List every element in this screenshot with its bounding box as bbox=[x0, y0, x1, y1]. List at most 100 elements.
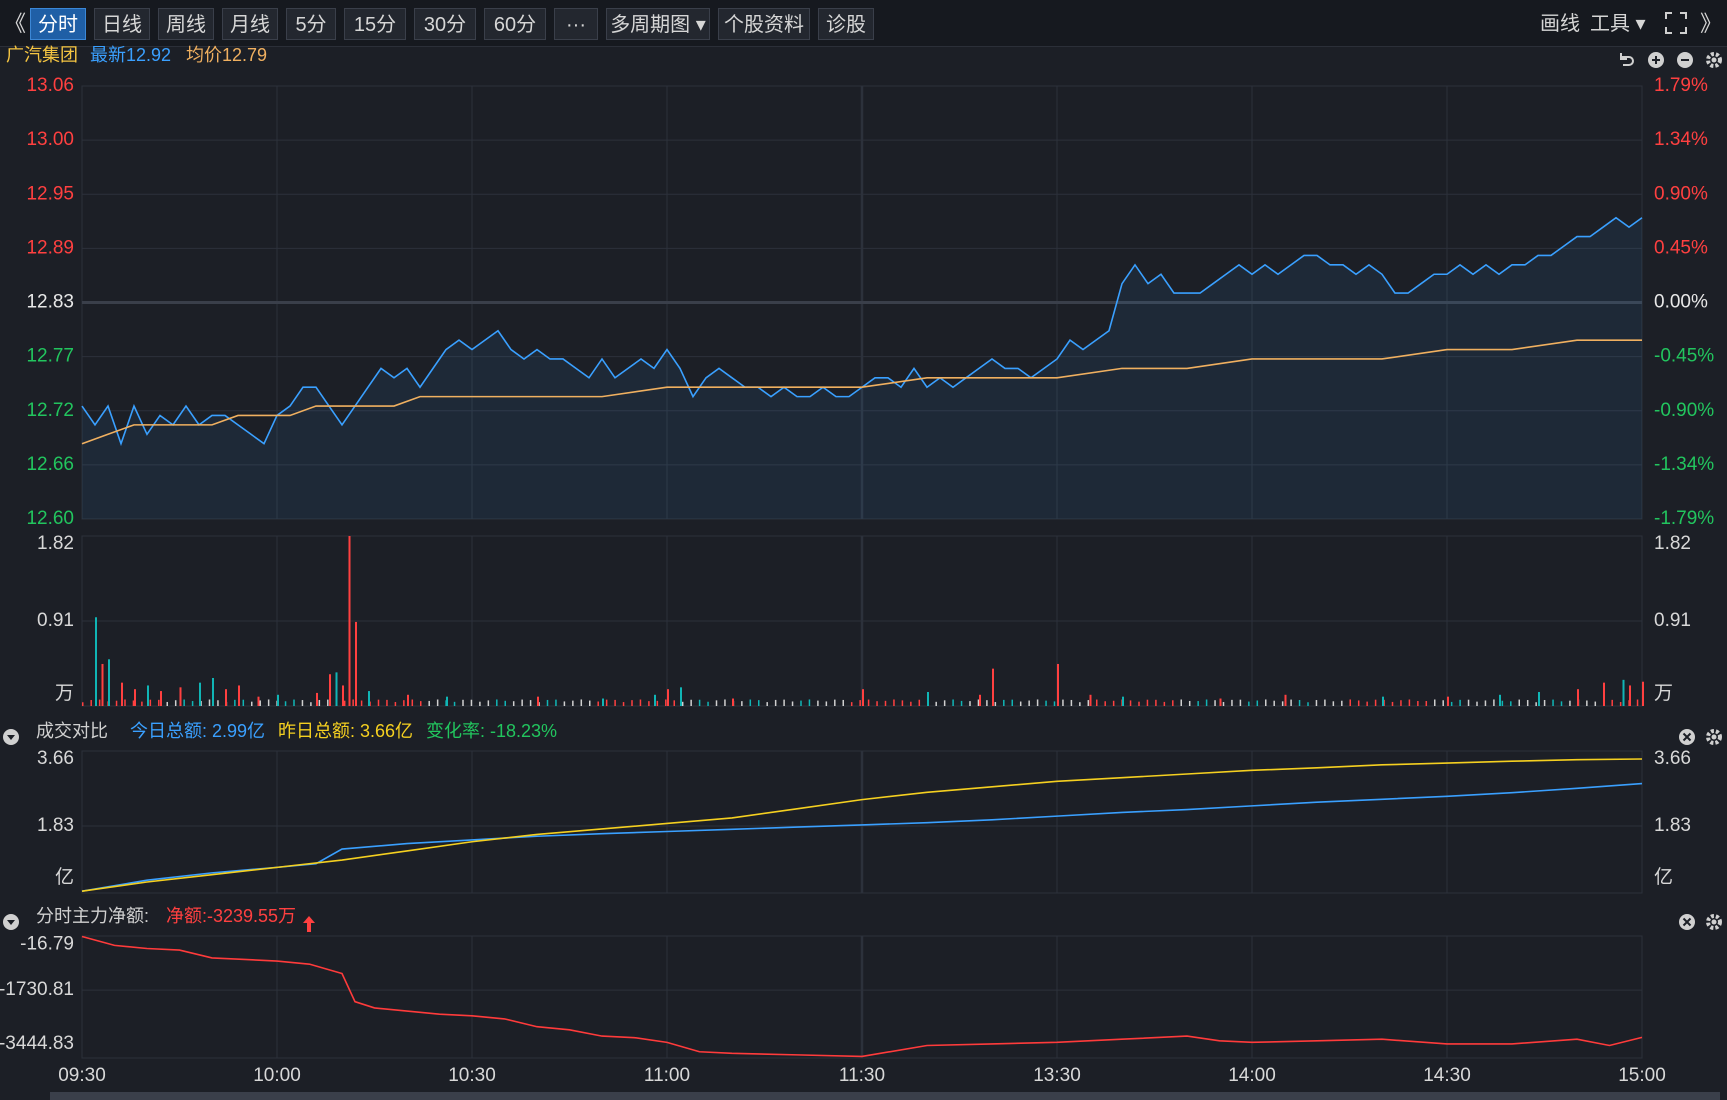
collapse-panel-icon[interactable] bbox=[2, 722, 20, 758]
volume-bar bbox=[238, 685, 240, 706]
volume-bar bbox=[90, 700, 92, 706]
volume-bar bbox=[174, 700, 177, 706]
volume-bar bbox=[191, 701, 194, 706]
price-tick-left: 12.95 bbox=[26, 183, 74, 204]
volume-bar bbox=[348, 536, 351, 706]
volume-bar bbox=[1391, 701, 1394, 706]
expand-right-icon[interactable]: 》 bbox=[1700, 11, 1723, 36]
volume-bar bbox=[680, 687, 682, 706]
volume-bar bbox=[158, 699, 160, 706]
volume-bar bbox=[825, 701, 828, 706]
volume-bar bbox=[124, 699, 126, 706]
period-button-6[interactable]: 30分 bbox=[414, 8, 476, 40]
panel-settings-icon[interactable] bbox=[1705, 722, 1723, 758]
volume-bar bbox=[800, 700, 802, 706]
volume-bar bbox=[327, 699, 329, 706]
volume-bar bbox=[293, 699, 295, 706]
zoom-in-icon[interactable] bbox=[1647, 46, 1665, 80]
volume-bar bbox=[1374, 699, 1377, 706]
volume-bar bbox=[242, 699, 245, 706]
tools-button[interactable]: 工具 ▾ bbox=[1590, 13, 1646, 35]
stock-name[interactable]: 广汽集团 bbox=[6, 45, 78, 65]
collapse-left-icon[interactable]: 《 bbox=[4, 11, 27, 36]
volume-bar bbox=[107, 701, 109, 706]
volume-bar bbox=[318, 699, 321, 706]
volume-bar bbox=[893, 699, 895, 706]
net-flow-line bbox=[81, 935, 1643, 1058]
volume-bar bbox=[82, 702, 84, 706]
volume-bar bbox=[1383, 699, 1385, 706]
volume-bar bbox=[1577, 689, 1579, 706]
period-button-8[interactable]: ··· bbox=[554, 8, 598, 40]
volume-bar bbox=[667, 689, 669, 706]
period-button-11[interactable]: 诊股 bbox=[818, 8, 874, 40]
volume-bar bbox=[563, 701, 566, 706]
volume-bar bbox=[1281, 701, 1284, 706]
volume-bar bbox=[994, 702, 997, 706]
volume-bar bbox=[842, 699, 844, 706]
compare-tick-right: 1.83 bbox=[1654, 815, 1691, 836]
time-axis-label: 09:30 bbox=[58, 1065, 106, 1086]
volume-bar bbox=[267, 699, 270, 706]
settings-gear-icon[interactable] bbox=[1705, 46, 1723, 80]
volume-bar bbox=[1493, 699, 1495, 706]
panel-settings-icon[interactable] bbox=[1705, 907, 1723, 943]
volume-bar bbox=[1417, 701, 1419, 706]
volume-bar bbox=[724, 699, 726, 706]
period-button-1[interactable]: 日线 bbox=[94, 8, 150, 40]
chart-toolbar: 《 分时 日线 周线 月线 5分 15分 30分 60分 ··· 多周期图 ▾ 个股资料 诊股 画线 … bbox=[0, 0, 1727, 47]
price-tick-left: 12.77 bbox=[26, 346, 74, 367]
latest-price: 最新12.92 bbox=[90, 45, 172, 65]
time-axis-label: 11:00 bbox=[644, 1065, 690, 1086]
volume-bar bbox=[251, 701, 253, 706]
fullscreen-icon[interactable] bbox=[1665, 12, 1687, 39]
period-button-5[interactable]: 15分 bbox=[344, 8, 406, 40]
volume-bar bbox=[95, 617, 97, 706]
time-axis-label: 10:30 bbox=[448, 1065, 496, 1086]
volume-bar bbox=[850, 702, 853, 706]
period-button-4[interactable]: 5分 bbox=[286, 8, 336, 40]
volume-bar bbox=[115, 700, 118, 706]
period-button-3[interactable]: 月线 bbox=[222, 8, 278, 40]
volume-tick-right: 1.82 bbox=[1654, 533, 1691, 554]
volume-bar bbox=[1197, 701, 1199, 706]
undo-icon[interactable] bbox=[1617, 46, 1635, 80]
price-tick-left: 13.00 bbox=[26, 129, 74, 150]
volume-unit-right: 万 bbox=[1654, 683, 1673, 704]
volume-bar bbox=[783, 699, 785, 706]
volume-bar bbox=[411, 699, 414, 706]
period-button-9[interactable]: 多周期图 ▾ bbox=[606, 8, 710, 40]
draw-line-button[interactable]: 画线 bbox=[1540, 13, 1580, 35]
volume-bar bbox=[538, 702, 540, 706]
volume-bar bbox=[1284, 694, 1287, 706]
volume-bar bbox=[1552, 699, 1554, 706]
volume-bar bbox=[234, 699, 236, 706]
volume-bar bbox=[183, 699, 185, 706]
pct-tick-right: 0.90% bbox=[1654, 183, 1708, 204]
period-button-0[interactable]: 分时 bbox=[30, 8, 86, 40]
volume-bar bbox=[149, 699, 152, 706]
volume-bar bbox=[1087, 700, 1090, 706]
price-tick-left: 12.83 bbox=[26, 292, 74, 313]
collapse-panel-icon[interactable] bbox=[2, 907, 20, 943]
price-line bbox=[81, 216, 1643, 447]
volume-bar bbox=[101, 663, 104, 706]
volume-bar bbox=[927, 699, 929, 706]
period-button-7[interactable]: 60分 bbox=[484, 8, 546, 40]
zoom-out-icon[interactable] bbox=[1676, 46, 1694, 80]
close-panel-icon[interactable] bbox=[1678, 907, 1696, 943]
volume-bar bbox=[673, 700, 675, 706]
period-button-2[interactable]: 周线 bbox=[158, 8, 214, 40]
period-button-10[interactable]: 个股资料 bbox=[718, 8, 810, 40]
volume-bar bbox=[622, 702, 625, 706]
close-panel-icon[interactable] bbox=[1678, 722, 1696, 758]
volume-bar bbox=[108, 659, 110, 706]
volume-bar bbox=[1290, 699, 1292, 706]
volume-bar bbox=[952, 699, 954, 706]
volume-bar bbox=[462, 699, 464, 706]
volume-bar bbox=[342, 685, 344, 706]
volume-bar bbox=[1594, 701, 1597, 706]
volume-bar bbox=[1129, 700, 1132, 706]
volume-bar bbox=[259, 700, 261, 706]
volume-bar bbox=[1079, 702, 1081, 706]
